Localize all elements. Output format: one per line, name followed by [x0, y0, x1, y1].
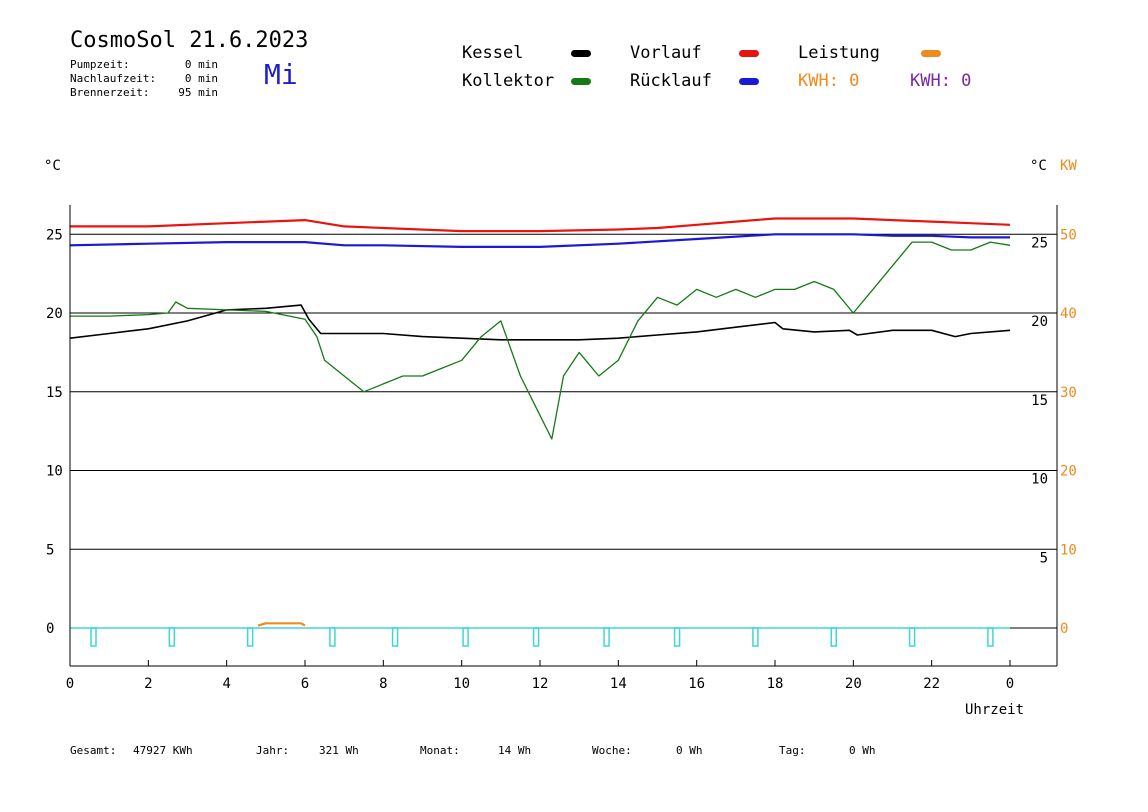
- pulse-marker: [532, 627, 540, 647]
- footer-gesamt-label: Gesamt:: [70, 744, 117, 757]
- x-tick-label: 10: [453, 676, 470, 692]
- y-right-kw-tick-label: 10: [1060, 542, 1077, 558]
- pulse-marker: [391, 627, 399, 647]
- y-left-tick-label: 20: [46, 306, 63, 322]
- legend-kessel-swatch: [571, 50, 591, 57]
- y-left-tick-label: 0: [46, 621, 54, 637]
- brennerzeit-label: Brennerzeit:: [70, 86, 150, 99]
- series-kessel: [69, 304, 1011, 341]
- y-right-c-tick-label: 15: [1031, 393, 1048, 409]
- y-right-c-tick-label: 20: [1031, 314, 1048, 330]
- y-right-c-tick-label: 10: [1031, 472, 1048, 488]
- legend-leistung-label: Leistung: [798, 43, 880, 63]
- x-tick-label: 16: [688, 676, 705, 692]
- right-unit-kw-label: KW: [1060, 158, 1077, 174]
- footer-monat-value: 14 Wh: [498, 744, 532, 757]
- x-tick-label: 20: [845, 676, 862, 692]
- legend-kessel-label: Kessel: [462, 43, 524, 63]
- nachlaufzeit-value: 0 min: [184, 72, 218, 85]
- y-left-tick-label: 5: [46, 542, 54, 558]
- y-right-c-tick-label: 25: [1031, 235, 1048, 251]
- x-tick-label: 22: [923, 676, 940, 692]
- pulse-marker: [987, 627, 994, 647]
- right-unit-c-label: °C: [1030, 158, 1047, 174]
- y-right-kw-tick-label: 50: [1060, 227, 1077, 243]
- pulse-marker: [603, 627, 610, 647]
- y-right-kw-tick-label: 0: [1060, 621, 1068, 637]
- y-right-kw-tick-label: 40: [1060, 306, 1077, 322]
- pulse-marker: [908, 627, 916, 647]
- footer-woche-value: 0 Wh: [676, 744, 703, 757]
- legend-ruecklauf-swatch: [739, 78, 759, 85]
- pulse-marker: [90, 627, 97, 647]
- y-left-tick-label: 10: [46, 464, 63, 480]
- footer-gesamt-value: 47927 KWh: [133, 744, 193, 757]
- x-tick-label: 18: [767, 676, 784, 692]
- footer-jahr-value: 321 Wh: [319, 744, 359, 757]
- x-tick-label: 8: [379, 676, 387, 692]
- pulse-marker: [673, 627, 681, 647]
- y-left-tick-label: 25: [46, 227, 63, 243]
- series-ruecklauf: [69, 233, 1010, 248]
- legend-kollektor-label: Kollektor: [462, 71, 555, 91]
- kwh-purple: KWH: 0: [910, 71, 972, 91]
- pulse-marker: [752, 627, 759, 647]
- x-tick-label: 14: [610, 676, 627, 692]
- legend-ruecklauf-label: Rücklauf: [630, 71, 712, 91]
- x-tick-label: 6: [301, 676, 309, 692]
- legend-vorlauf-swatch: [739, 50, 759, 57]
- nachlaufzeit-label: Nachlaufzeit:: [70, 72, 157, 85]
- pulse-marker: [830, 627, 837, 647]
- pulse-marker: [462, 627, 469, 647]
- legend-leistung-swatch: [921, 50, 941, 57]
- x-tick-label: 0: [1006, 676, 1014, 692]
- footer-woche-label: Woche:: [592, 744, 632, 757]
- x-tick-label: 12: [532, 676, 549, 692]
- footer-tag-value: 0 Wh: [849, 744, 876, 757]
- left-unit-label: °C: [44, 158, 61, 174]
- pulse-marker: [246, 627, 254, 647]
- legend-kollektor-swatch: [571, 78, 591, 85]
- series-kollektor: [70, 241, 1011, 440]
- series-vorlauf: [70, 217, 1011, 233]
- y-right-c-tick-label: 5: [1040, 550, 1048, 566]
- x-tick-label: 2: [144, 676, 152, 692]
- x-axis-label: Uhrzeit: [965, 702, 1024, 718]
- brennerzeit-value: 95 min: [178, 86, 218, 99]
- footer-tag-label: Tag:: [779, 744, 806, 757]
- pulse-marker: [329, 627, 336, 647]
- y-right-kw-tick-label: 30: [1060, 385, 1077, 401]
- legend-vorlauf-label: Vorlauf: [630, 43, 702, 63]
- y-left-tick-label: 15: [46, 385, 63, 401]
- x-tick-label: 4: [222, 676, 230, 692]
- pumpzeit-label: Pumpzeit:: [70, 58, 130, 71]
- kwh-orange: KWH: 0: [798, 71, 860, 91]
- footer-jahr-label: Jahr:: [256, 744, 290, 757]
- pulse-marker: [168, 627, 176, 647]
- footer-monat-label: Monat:: [420, 744, 460, 757]
- x-tick-label: 0: [66, 676, 74, 692]
- series-leistung: [257, 622, 306, 627]
- chart-title: CosmoSol 21.6.2023: [70, 28, 309, 53]
- y-right-kw-tick-label: 20: [1060, 464, 1077, 480]
- pumpzeit-value: 0 min: [184, 58, 218, 71]
- day-of-week: Mi: [264, 58, 298, 91]
